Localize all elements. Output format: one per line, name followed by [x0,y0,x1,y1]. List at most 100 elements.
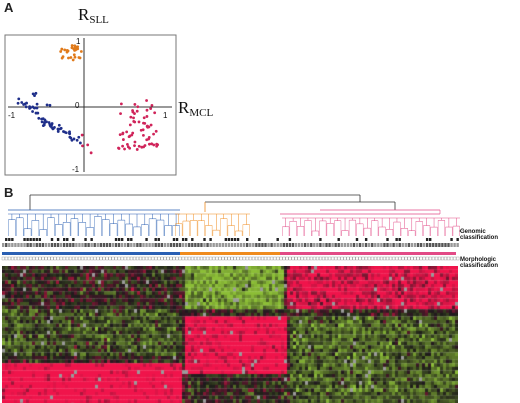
scatter-point-orange [76,47,80,51]
sample-cell [81,256,85,261]
sample-id-mark [270,243,273,247]
sample-marker [456,238,459,241]
sample-marker [29,238,32,241]
sample-id-mark [53,243,57,247]
sample-id-mark [130,243,133,247]
sample-marker [364,238,368,241]
sample-id-mark [148,243,151,247]
sample-cell [227,256,231,261]
sample-marker [56,238,60,241]
sample-cell [410,256,414,261]
sample-id-mark [230,243,234,247]
sample-cell [218,256,222,261]
sample-cell [65,256,69,261]
sample-id-mark [285,243,289,247]
sample-marker [172,238,176,241]
sample-cell [419,256,423,261]
sample-id-mark [438,243,441,247]
sample-id-mark [456,243,459,247]
sample-marker [66,238,69,241]
sample-marker [395,238,398,241]
sample-cell [303,256,307,261]
sample-id-mark [371,243,374,247]
sample-id-mark [102,243,106,247]
sample-id-mark [105,243,109,247]
sample-id-mark [175,243,179,247]
sample-cell [181,256,185,261]
sample-id-mark [368,243,371,247]
sample-id-mark [276,243,279,247]
sample-cell [75,256,78,261]
sample-cell [212,256,216,261]
scatter-point-red [121,138,125,141]
sample-cell [392,256,396,261]
panel-b-letter: B [4,185,14,200]
sample-id-mark [432,243,435,247]
sample-id-mark [169,243,173,247]
sample-cell [376,256,380,261]
scatter-point-red [121,144,124,148]
sample-id-mark [255,243,258,247]
sample-cell [68,256,72,261]
sample-id-mark [75,243,78,247]
sample-id-mark [294,243,298,247]
sample-cell [20,256,24,261]
sample-id-mark [261,243,264,247]
sample-cell [139,256,142,261]
scatter-point-blue [25,101,28,105]
scatter-point-red [133,144,136,148]
scatter-point-blue [24,105,28,109]
sample-id-mark [374,243,377,247]
sample-id-mark [273,243,276,247]
sample-id-mark [450,243,453,247]
sample-id-mark [197,243,200,247]
scatter-point-orange [73,48,76,52]
sample-id-mark [145,243,148,247]
sample-marker [38,238,41,241]
sample-marker [154,238,157,241]
scatter-point-blue [17,97,21,101]
sample-marker [50,238,54,241]
sample-cell [123,256,127,261]
scatter-point-blue [35,102,39,106]
morphologic-bar-pink [280,252,456,255]
scatter-point-red [118,133,122,137]
sample-id-mark [246,243,249,247]
sample-cell [114,256,118,261]
sample-id-mark [160,243,163,247]
scatter-point-orange [73,44,77,48]
sample-cell [99,256,103,261]
sample-cell [151,256,155,261]
sample-cell [425,256,429,261]
scatter-point-red [133,140,137,144]
sample-id-mark [151,243,154,247]
sample-cell [270,256,274,261]
sample-marker [337,238,340,241]
scatter-point-red [135,109,139,113]
scatter-point-red [132,120,136,123]
scatter-point-orange [70,46,74,50]
sample-id-mark [200,243,203,247]
sample-id-mark [435,243,438,247]
sample-id-mark [233,243,237,247]
sample-id-mark [389,243,392,247]
sample-id-mark [444,243,447,247]
scatter-point-orange [69,56,73,59]
scatter-point-blue [64,131,68,135]
sample-cell [242,256,246,261]
sample-cell [346,256,350,261]
sample-marker [175,238,179,241]
sample-id-mark [282,243,285,247]
sample-id-mark [59,243,63,247]
sample-id-mark [410,243,414,247]
sample-id-mark [41,243,45,247]
sample-id-mark [163,243,167,247]
sample-marker [319,238,322,241]
sample-cell [108,256,112,261]
scatter-point-blue [45,103,49,107]
scatter-point-red [123,147,126,151]
scatter-points [16,44,160,155]
scatter-point-blue [31,110,34,113]
scatter-point-orange [65,49,69,52]
sample-id-mark [191,243,194,247]
